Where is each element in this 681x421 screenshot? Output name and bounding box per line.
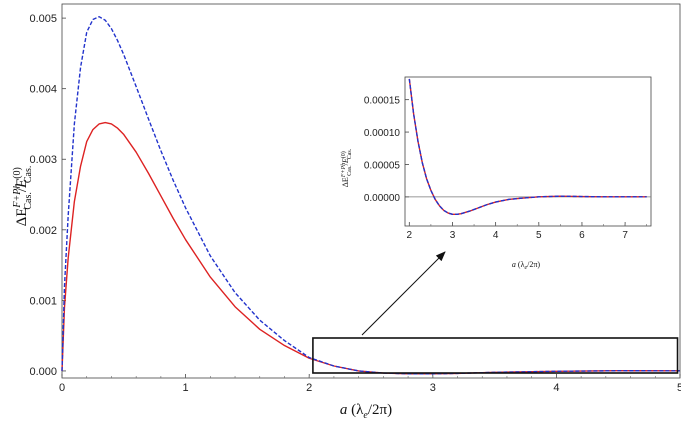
main-y-tick-label: 0.004 xyxy=(29,84,57,96)
inset-y-tick-label: 0.00015 xyxy=(364,96,401,107)
main-y-tick-label: 0.001 xyxy=(29,295,57,307)
inset-x-axis-label: a (λe/2π) xyxy=(512,260,540,271)
main-x-tick-label: 4 xyxy=(553,382,559,394)
main-x-tick-label: 5 xyxy=(677,382,681,394)
inset-y-axis-label: ΔEF+PhCas./E(0)Cas. xyxy=(340,148,353,187)
main-y-tick-label: 0.000 xyxy=(29,366,57,378)
main-x-tick-label: 3 xyxy=(430,382,436,394)
main-y-tick-label: 0.002 xyxy=(29,225,57,237)
zoom-arrow xyxy=(361,251,446,336)
inset-y-tick-label: 0.00010 xyxy=(364,128,401,139)
main-frame xyxy=(61,3,681,379)
inset-dashed-series-line xyxy=(408,78,647,216)
inset-x-tick-label: 4 xyxy=(493,230,499,241)
inset-x-tick-label: 3 xyxy=(450,230,456,241)
main-y-tick-label: 0.003 xyxy=(29,154,57,166)
inset-x-tick-label: 2 xyxy=(407,230,413,241)
main-x-tick-label: 0 xyxy=(59,382,65,394)
inset-x-tick-label: 5 xyxy=(536,230,542,241)
main-x-tick-label: 1 xyxy=(183,382,189,394)
inset-frame xyxy=(404,76,652,227)
y-axis-label: ΔEF+PhCas./E(0)Cas. xyxy=(12,166,34,227)
zoom-region-box xyxy=(312,337,679,374)
x-axis-label: a (λe/2π) xyxy=(340,402,392,421)
inset-x-tick-label: 6 xyxy=(579,230,585,241)
main-y-tick-label: 0.005 xyxy=(29,13,57,25)
annotations xyxy=(312,251,679,374)
inset-plot: 2 3 4 5 6 7 0.00000 0.00005 0.00010 0.00015 xyxy=(364,76,652,241)
main-x-tick-label: 2 xyxy=(306,382,312,394)
inset-y-tick-label: 0.00005 xyxy=(364,160,401,171)
inset-y-tick-label: 0.00000 xyxy=(364,193,401,204)
inset-x-tick-label: 7 xyxy=(622,230,628,241)
